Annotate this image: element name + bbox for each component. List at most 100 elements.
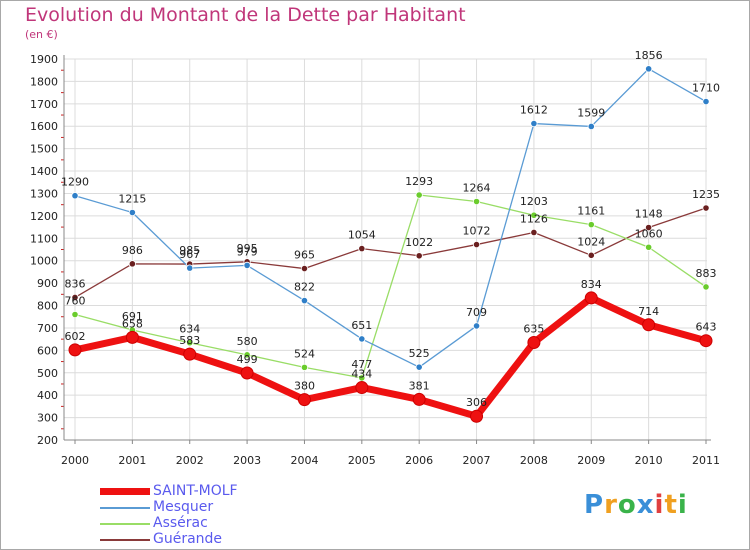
legend-label: SAINT-MOLF [153, 483, 238, 499]
data-point-Mesquer [415, 363, 423, 371]
data-label-Guérande: 1072 [463, 225, 491, 238]
data-point-Mesquer [702, 97, 710, 106]
data-label-Guérande: 995 [237, 242, 258, 255]
data-point-Assérac [300, 363, 309, 371]
data-label-Guérande: 1024 [577, 235, 605, 248]
data-point-SAINT-MOLF [470, 409, 484, 423]
y-tick-label: 1600 [30, 120, 58, 133]
data-label-Assérac: 691 [122, 310, 143, 323]
data-point-Assérac [415, 191, 423, 199]
data-label-Assérac: 477 [351, 358, 372, 371]
data-point-Guérande [300, 264, 309, 273]
data-label-Assérac: 1161 [577, 205, 605, 218]
data-label-SAINT-MOLF: 602 [65, 330, 86, 343]
data-point-SAINT-MOLF [527, 336, 541, 350]
y-tick-label: 1800 [30, 75, 58, 88]
data-point-Assérac [530, 211, 538, 219]
grid-lines [64, 58, 707, 441]
data-label-Guérande: 1126 [520, 212, 548, 225]
logo-letter: o [617, 490, 637, 520]
x-tick-label: 2004 [290, 454, 318, 467]
data-labels: 836 986 985 995 965 1054 1022 1072 1126 1024 1148 1… [61, 49, 720, 409]
data-point-SAINT-MOLF [412, 392, 426, 406]
data-label-Assérac: 1293 [405, 175, 433, 188]
data-point-Guérande [530, 228, 538, 237]
data-label-Mesquer: 822 [294, 281, 315, 294]
data-point-SAINT-MOLF [699, 334, 713, 348]
series-line-Mesquer [74, 68, 707, 368]
logo-letter: P [584, 490, 605, 520]
x-tick-label: 2010 [635, 454, 663, 467]
chart-title: Evolution du Montant de la Dette par Hab… [25, 4, 466, 26]
data-point-Guérande [472, 240, 481, 249]
x-tick-label: 2011 [692, 454, 720, 467]
data-point-Guérande [587, 251, 595, 259]
y-tick-label: 300 [37, 412, 58, 425]
data-point-Mesquer [300, 296, 309, 305]
data-label-Assérac: 1203 [520, 195, 548, 208]
data-point-Guérande [71, 293, 79, 302]
data-label-Mesquer: 1215 [118, 193, 146, 206]
series-lines [71, 68, 710, 420]
y-tick-label: 500 [37, 367, 58, 380]
data-label-Mesquer: 709 [466, 306, 487, 319]
data-label-SAINT-MOLF: 834 [581, 278, 602, 291]
legend-label: Mesquer [153, 499, 214, 515]
data-point-Assérac [71, 310, 79, 319]
data-point-Guérande [358, 245, 366, 253]
data-point-Mesquer [71, 192, 79, 200]
y-tick-label: 1000 [30, 255, 58, 268]
x-tick-label: 2005 [348, 454, 376, 467]
data-label-Mesquer: 979 [237, 245, 258, 258]
y-tick-label: 400 [37, 389, 58, 402]
data-point-Mesquer [530, 119, 538, 128]
data-label-Guérande: 985 [179, 244, 200, 257]
data-label-Mesquer: 1856 [635, 49, 663, 62]
data-label-Guérande: 1054 [348, 229, 376, 242]
data-point-Mesquer [128, 208, 136, 217]
y-tick-label: 1400 [30, 165, 58, 178]
data-label-Guérande: 836 [65, 277, 86, 290]
data-points [68, 65, 713, 423]
y-tick-label: 1100 [30, 232, 58, 245]
data-label-Assérac: 1264 [463, 182, 491, 195]
y-tick-label: 1300 [30, 187, 58, 200]
data-point-Mesquer [358, 335, 366, 343]
data-label-Mesquer: 967 [179, 248, 200, 261]
series-line-SAINT-MOLF [71, 294, 710, 420]
data-label-SAINT-MOLF: 380 [294, 380, 315, 393]
legend-item: Guérande [100, 531, 300, 548]
legend-swatch [100, 539, 150, 541]
data-label-SAINT-MOLF: 635 [523, 323, 544, 336]
data-point-SAINT-MOLF [642, 318, 656, 332]
y-tick-label: 1700 [30, 98, 58, 111]
legend-item: Mesquer [100, 499, 300, 516]
data-point-Guérande [415, 252, 423, 260]
data-label-Mesquer: 651 [351, 319, 372, 332]
series-line-Guérande [74, 207, 707, 299]
data-point-Guérande [645, 223, 653, 232]
y-tick-label: 1900 [30, 53, 58, 66]
legend-swatch [100, 523, 150, 525]
data-point-Mesquer [587, 122, 595, 131]
x-tick-label: 2001 [118, 454, 146, 467]
x-tick-label: 2006 [405, 454, 433, 467]
data-point-SAINT-MOLF [297, 393, 311, 407]
data-label-SAINT-MOLF: 381 [409, 379, 430, 392]
data-point-SAINT-MOLF [125, 330, 139, 344]
data-label-SAINT-MOLF: 499 [237, 353, 258, 366]
axes: 200 300 400 500 600 700 800 900 1000 1100 1200 1300… [30, 53, 720, 467]
legend-label: Assérac [153, 515, 208, 531]
data-label-Mesquer: 525 [409, 347, 430, 360]
data-point-Mesquer [645, 65, 653, 73]
data-label-Assérac: 760 [65, 294, 86, 307]
data-label-Mesquer: 1290 [61, 176, 89, 189]
logo-letter: x [636, 490, 655, 520]
data-label-Guérande: 965 [294, 249, 315, 262]
data-point-Assérac [702, 283, 710, 291]
data-label-SAINT-MOLF: 643 [696, 321, 717, 334]
data-point-Mesquer [243, 261, 251, 270]
y-tick-label: 1500 [30, 143, 58, 156]
data-label-SAINT-MOLF: 714 [638, 305, 659, 318]
x-tick-label: 2000 [61, 454, 89, 467]
